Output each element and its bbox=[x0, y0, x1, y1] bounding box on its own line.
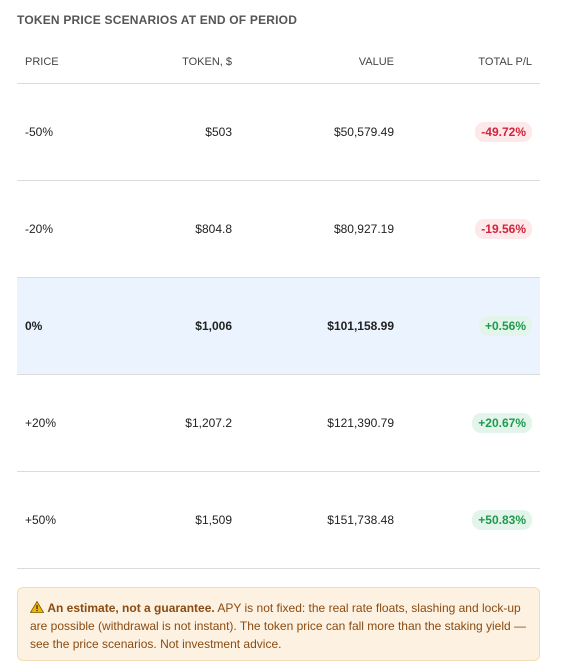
cell: $804.8 bbox=[195, 222, 232, 236]
column-header: TOTAL P/L bbox=[478, 55, 532, 68]
table-row: 0% $1,006 $101,158.99 +0.56% bbox=[17, 278, 540, 375]
table-row: +20% $1,207.2 $121,390.79 +20.67% bbox=[17, 375, 540, 472]
table-row: -50% $503 $50,579.49 -49.72% bbox=[17, 84, 540, 181]
cell: $1,509 bbox=[195, 513, 232, 527]
pl-badge: -49.72% bbox=[475, 122, 532, 142]
cell: 0% bbox=[25, 319, 43, 333]
cell: +20% bbox=[25, 416, 57, 430]
cell: $50,579.49 bbox=[333, 125, 394, 139]
note-text: APY is not fixed: the real rate floats, … bbox=[30, 601, 527, 651]
column-header: TOKEN, $ bbox=[182, 55, 232, 68]
cell: $151,738.48 bbox=[327, 513, 394, 527]
pl-badge: +50.83% bbox=[472, 510, 532, 530]
note-title: An estimate, not a guarantee. bbox=[47, 601, 215, 615]
header-row: PRICE TOKEN, $ VALUE TOTAL P/L bbox=[17, 40, 540, 84]
cell: $101,158.99 bbox=[327, 319, 394, 333]
pl-badge: -19.56% bbox=[475, 219, 532, 239]
column-header: PRICE bbox=[25, 55, 59, 68]
cell: -50% bbox=[25, 125, 54, 139]
disclaimer-note: An estimate, not a guarantee. APY is not… bbox=[17, 587, 540, 661]
cell: $1,207.2 bbox=[185, 416, 232, 430]
cell: $503 bbox=[205, 125, 232, 139]
section-title: TOKEN PRICE SCENARIOS AT END OF PERIOD bbox=[17, 13, 298, 27]
cell: -20% bbox=[25, 222, 54, 236]
cell: $1,006 bbox=[195, 319, 232, 333]
table-row: -20% $804.8 $80,927.19 -19.56% bbox=[17, 181, 540, 278]
cell: $121,390.79 bbox=[327, 416, 394, 430]
cell: +50% bbox=[25, 513, 57, 527]
column-header: VALUE bbox=[358, 55, 394, 68]
cell: $80,927.19 bbox=[333, 222, 394, 236]
scenario-table: PRICE TOKEN, $ VALUE TOTAL P/L -50% $503… bbox=[17, 40, 540, 569]
pl-badge: +20.67% bbox=[472, 413, 532, 433]
pl-badge: +0.56% bbox=[478, 316, 532, 336]
table-row: +50% $1,509 $151,738.48 +50.83% bbox=[17, 472, 540, 569]
warning-icon bbox=[29, 600, 45, 613]
